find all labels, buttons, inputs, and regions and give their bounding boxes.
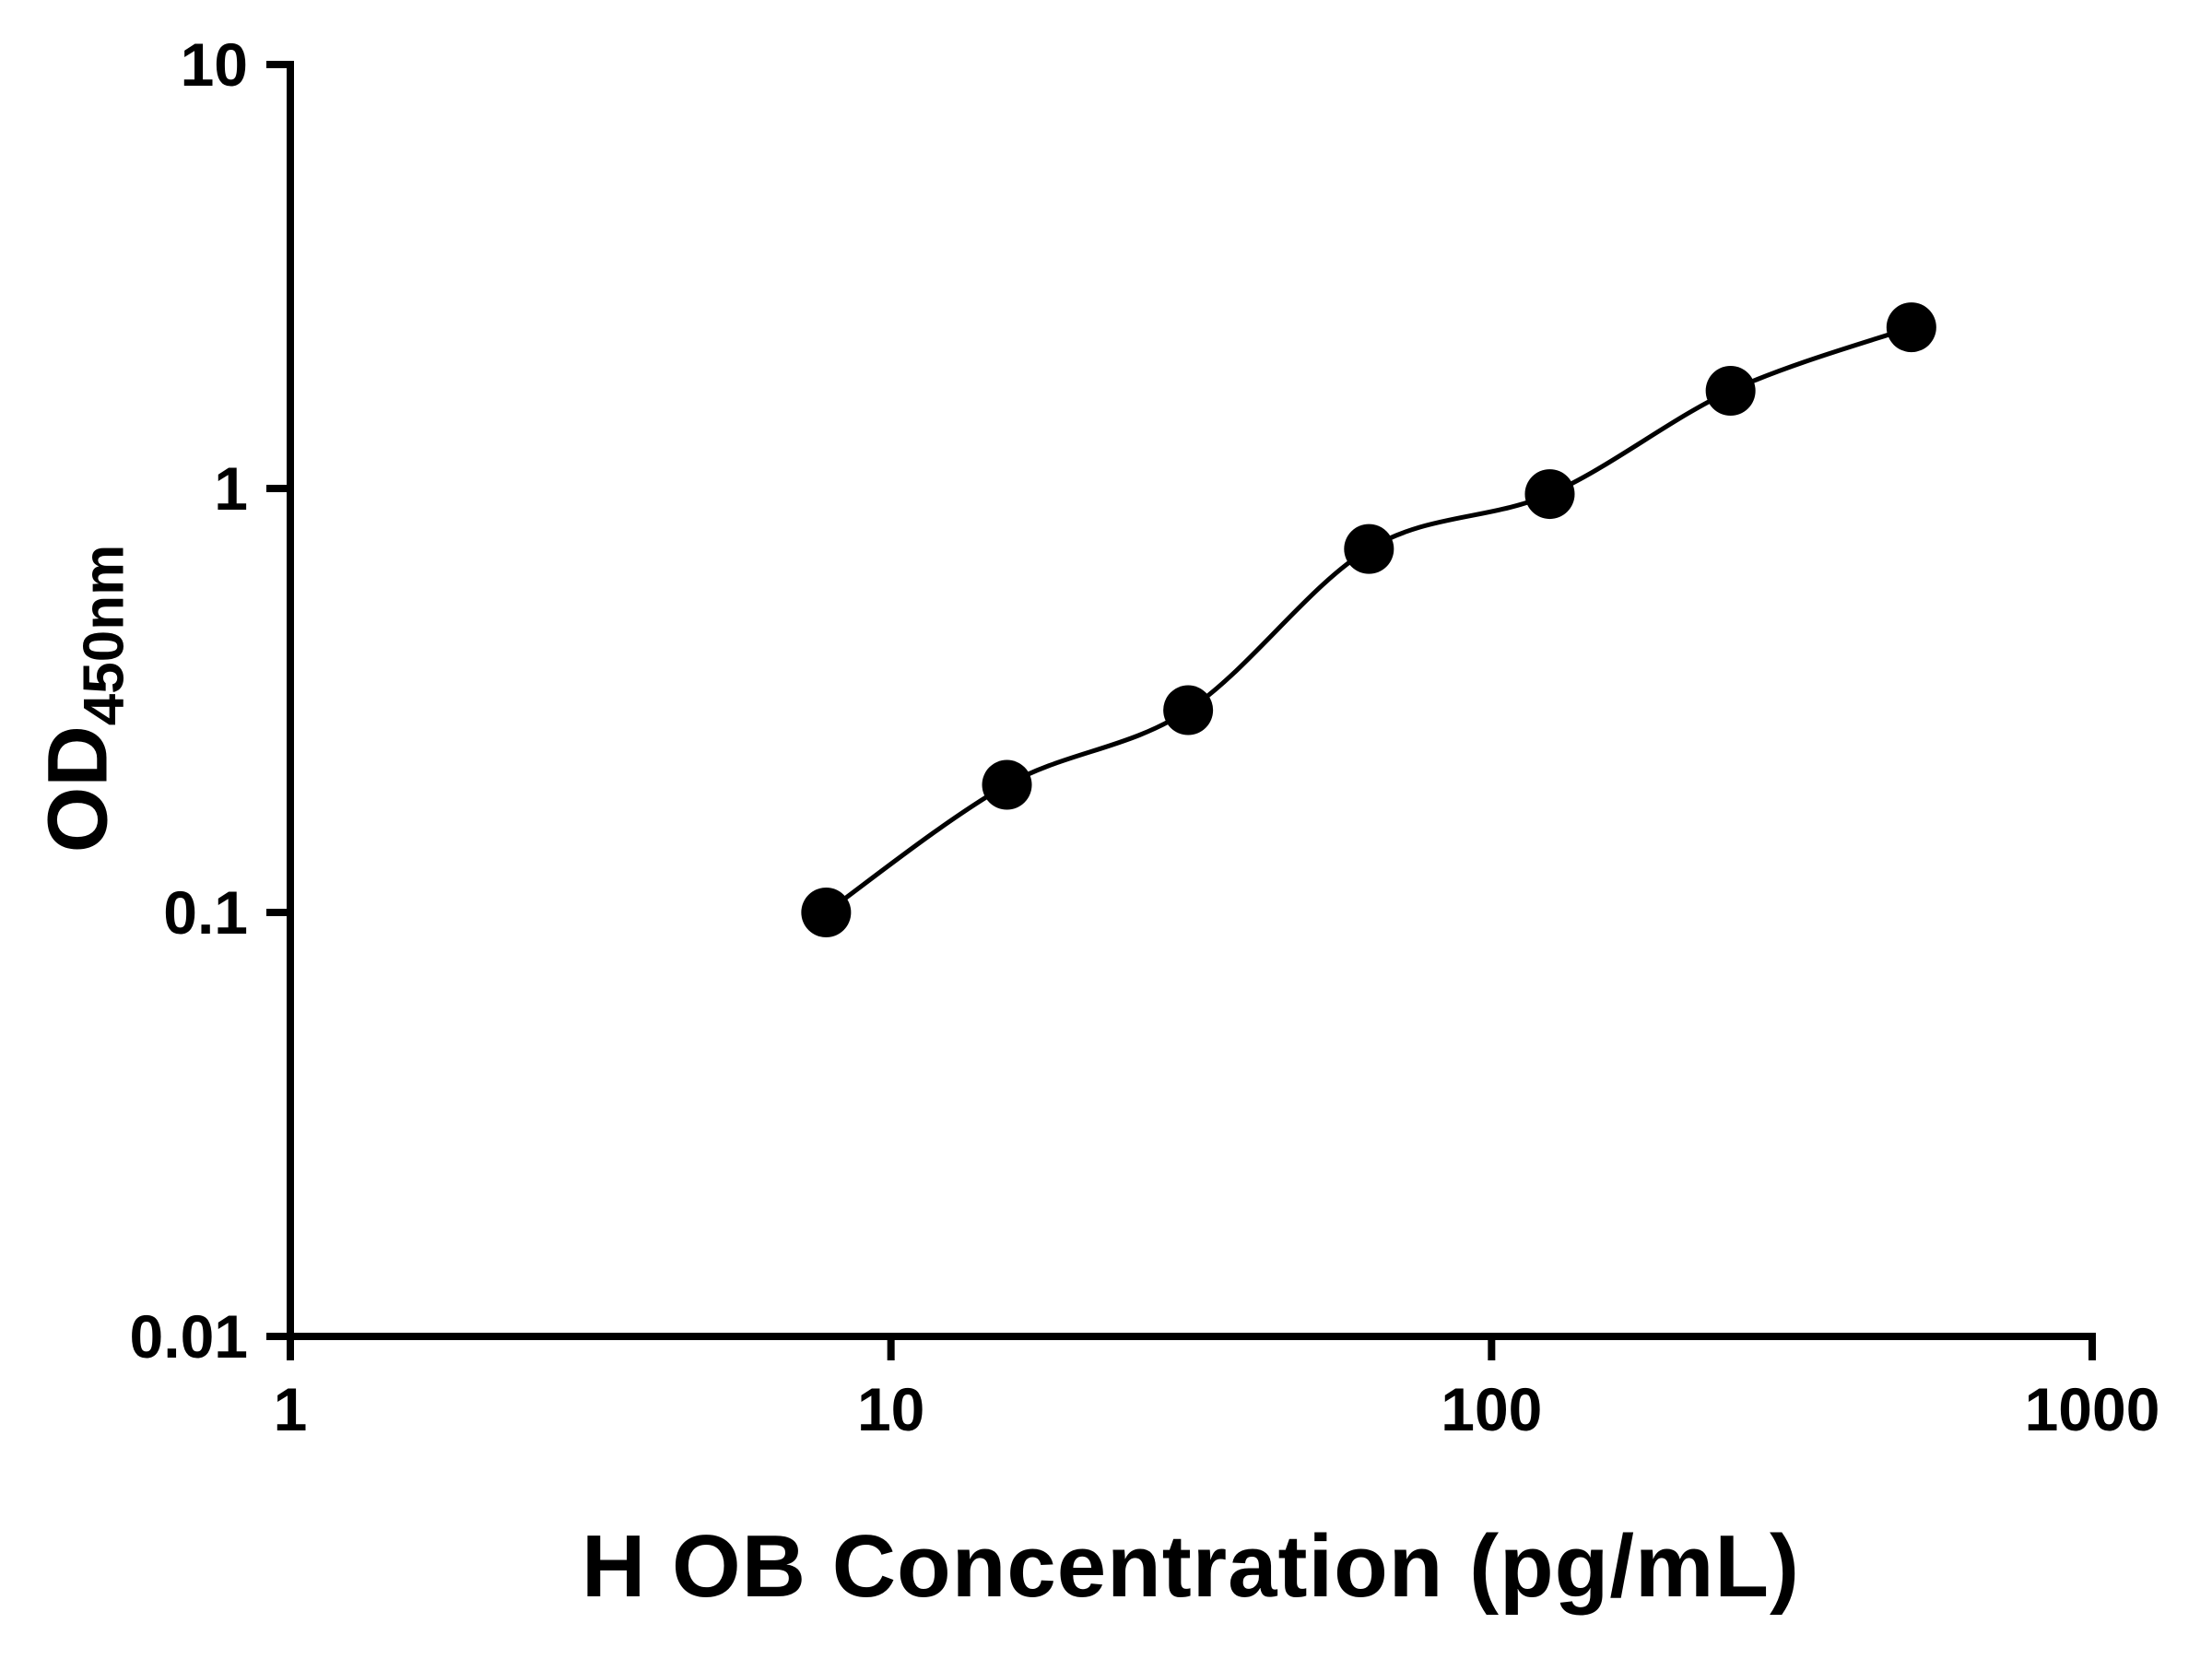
data-point [801,888,852,937]
y-tick-label: 10 [181,30,248,99]
x-tick-label: 1 [274,1375,308,1443]
fit-curve [824,324,1912,915]
data-point [1886,302,1936,353]
y-tick-label: 1 [214,454,248,523]
y-axis-label-subscript: 450nm [72,544,136,726]
data-point [1163,685,1214,735]
x-tick-label: 10 [857,1375,924,1443]
data-point [1524,469,1575,520]
x-axis-label: H OB Concentration (pg/mL) [582,1517,1800,1616]
data-point [982,759,1032,810]
x-tick-label: 1000 [2025,1375,2160,1443]
x-tick-label: 100 [1441,1375,1542,1443]
y-tick-label: 0.01 [130,1302,248,1371]
y-axis-label: OD450nm [30,545,136,853]
data-point [1344,524,1394,574]
data-point [1705,365,1756,416]
y-axis-label-main: OD [30,725,125,853]
y-tick-label: 0.1 [163,878,248,947]
